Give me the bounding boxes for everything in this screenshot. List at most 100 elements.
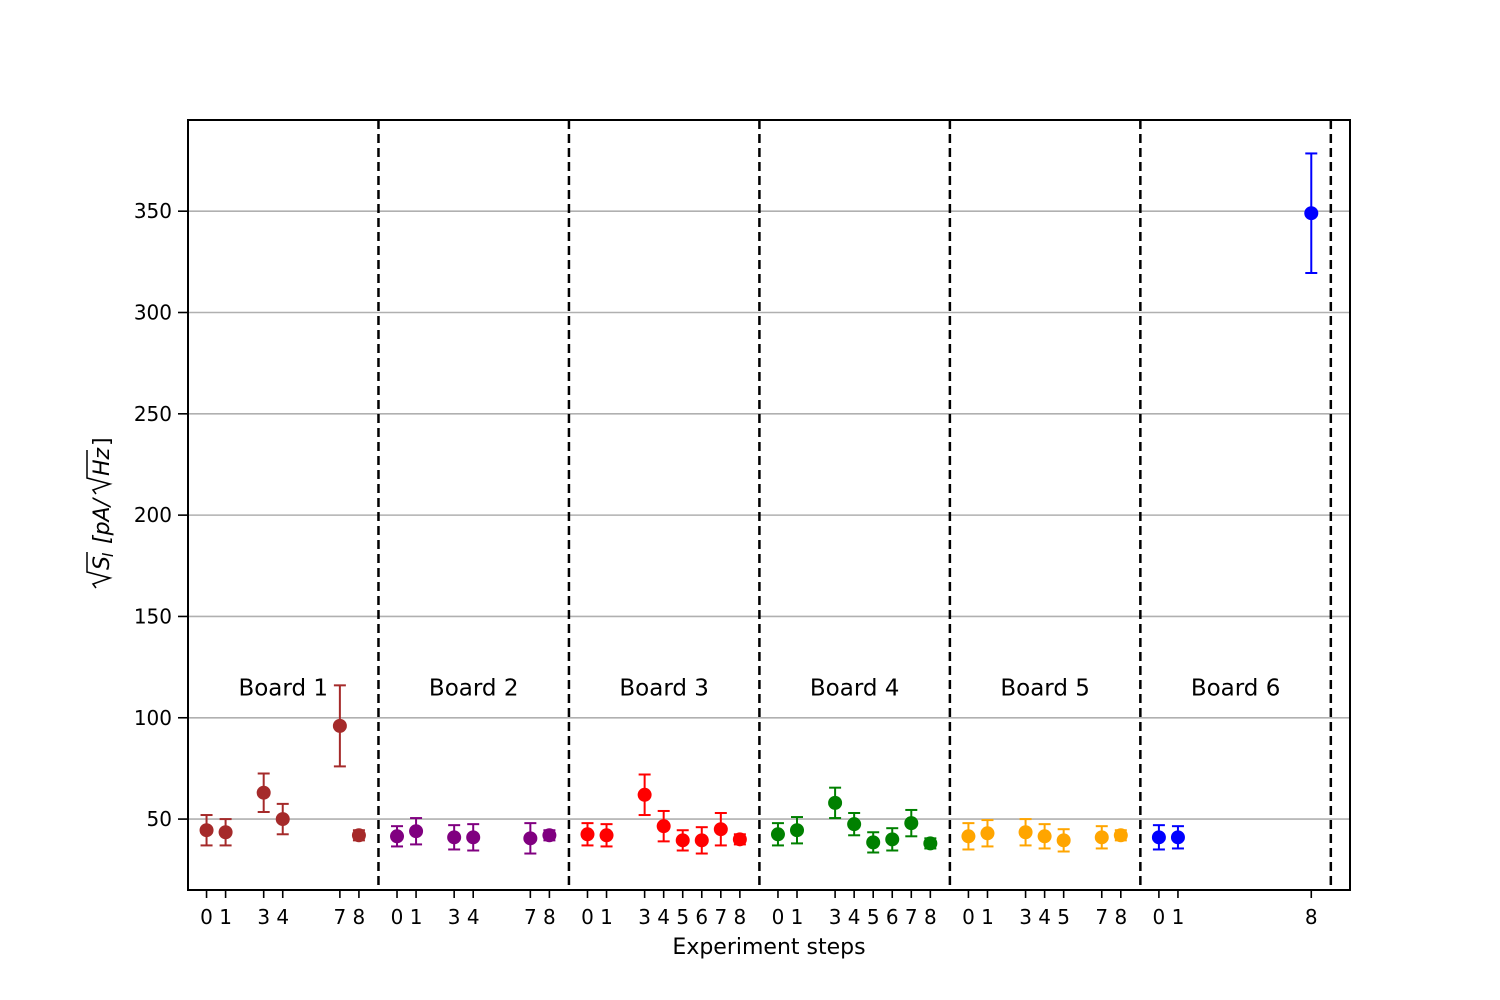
svg-text:]: ] <box>90 437 115 446</box>
board-series <box>199 684 366 847</box>
x-tick-label: 6 <box>886 905 899 929</box>
data-point <box>1304 206 1319 221</box>
data-point <box>675 833 690 848</box>
y-tick-label: 300 <box>134 301 172 325</box>
y-tick-label: 200 <box>134 503 172 527</box>
y-tick-label: 150 <box>134 604 172 628</box>
data-point <box>332 718 347 733</box>
x-tick-label: 8 <box>733 905 746 929</box>
data-point <box>199 823 214 838</box>
data-point <box>599 828 614 843</box>
data-point <box>866 835 881 850</box>
data-point <box>790 823 805 838</box>
data-point <box>275 812 290 827</box>
data-point <box>1037 829 1052 844</box>
board-series <box>580 773 747 855</box>
x-tick-label: 1 <box>219 905 232 929</box>
data-point <box>580 827 595 842</box>
board-label: Board 4 <box>810 675 900 701</box>
x-tick-label: 5 <box>867 905 880 929</box>
board-label: Board 2 <box>429 675 519 701</box>
data-point <box>542 828 557 843</box>
x-tick-label: 8 <box>1305 905 1318 929</box>
data-point <box>1056 833 1071 848</box>
board-labels: Board 1 Board 2 Board 3 Board 4 Board 5 Board… <box>238 675 1280 701</box>
board-label: Board 5 <box>1000 675 1090 701</box>
data-point <box>656 819 671 834</box>
board-series <box>390 817 557 855</box>
data-point <box>847 817 862 832</box>
x-tick-label: 5 <box>676 905 689 929</box>
board-series <box>770 786 938 854</box>
x-tick-label: 1 <box>410 905 423 929</box>
y-tick-label: 100 <box>134 706 172 730</box>
data-point <box>732 832 747 847</box>
x-tick-label: 4 <box>848 905 861 929</box>
x-tick-label: 7 <box>524 905 537 929</box>
plot-frame <box>187 119 1351 891</box>
x-tick-label: 8 <box>353 905 366 929</box>
x-tick-label: 3 <box>448 905 461 929</box>
board-series <box>1151 152 1319 851</box>
data-point <box>828 795 843 810</box>
board-label: Board 6 <box>1191 675 1281 701</box>
x-tick-label: 3 <box>638 905 651 929</box>
data-point <box>904 816 919 831</box>
x-tick-label: 6 <box>695 905 708 929</box>
y-axis-label-sqrt: S I <box>86 552 117 589</box>
data-point <box>409 824 424 839</box>
data-point <box>1151 830 1166 845</box>
svg-text:I: I <box>99 552 117 557</box>
x-tick-label: 3 <box>1019 905 1032 929</box>
x-tick-label: 1 <box>600 905 613 929</box>
data-point <box>1094 830 1109 845</box>
svg-text:S: S <box>90 556 115 570</box>
data-point <box>466 830 481 845</box>
data-point <box>351 828 366 843</box>
x-tick-label: 4 <box>467 905 480 929</box>
x-tick-label: 1 <box>981 905 994 929</box>
x-tick-label: 7 <box>334 905 347 929</box>
grid <box>188 210 1350 820</box>
data-point <box>447 830 462 845</box>
data-point <box>390 829 405 844</box>
data-point <box>1170 830 1185 845</box>
x-tick-label: 5 <box>1057 905 1070 929</box>
board-label: Board 1 <box>238 675 328 701</box>
data-point <box>980 826 995 841</box>
x-tick-label: 8 <box>924 905 937 929</box>
x-tick-label: 1 <box>1172 905 1185 929</box>
x-tick-label: 7 <box>714 905 727 929</box>
x-tick-label: 4 <box>657 905 670 929</box>
x-tick-label: 0 <box>581 905 594 929</box>
data-point <box>218 825 233 840</box>
data-point <box>713 822 728 837</box>
x-tick-label: 8 <box>543 905 556 929</box>
x-tick-label: 7 <box>905 905 918 929</box>
data-point <box>523 831 538 846</box>
x-tick-label: 0 <box>1153 905 1166 929</box>
y-tick-label: 250 <box>134 402 172 426</box>
data-point <box>923 836 938 851</box>
x-tick-label: 3 <box>829 905 842 929</box>
x-tick-label: 0 <box>962 905 975 929</box>
svg-text:Hz: Hz <box>90 447 115 476</box>
board-label: Board 3 <box>619 675 709 701</box>
x-tick-label: 0 <box>772 905 785 929</box>
data-point <box>694 833 709 848</box>
x-tick-label: 4 <box>276 905 289 929</box>
board-series <box>961 818 1128 853</box>
series <box>199 152 1319 855</box>
x-tick-label: 8 <box>1114 905 1127 929</box>
y-axis-label-units: [pA/ <box>90 496 115 544</box>
x-tick-label: 0 <box>200 905 213 929</box>
data-point <box>961 829 976 844</box>
data-point <box>770 827 785 842</box>
x-tick-label: 0 <box>391 905 404 929</box>
x-axis-label: Experiment steps <box>672 935 865 960</box>
x-tick-label: 1 <box>791 905 804 929</box>
y-axis-label: S I [pA/ Hz ] <box>86 437 117 589</box>
